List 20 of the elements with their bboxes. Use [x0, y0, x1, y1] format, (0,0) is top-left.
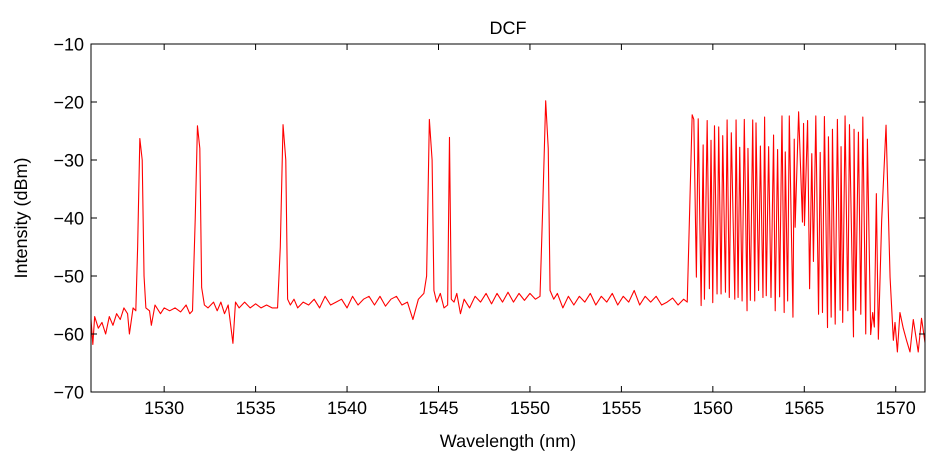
x-tick-label: 1540	[327, 398, 368, 418]
y-tick-label: −10	[53, 34, 84, 54]
y-tick-label: −20	[53, 92, 84, 112]
x-tick-label: 1560	[692, 398, 733, 418]
y-tick-label: −40	[53, 208, 84, 228]
x-tick-label: 1570	[876, 398, 916, 418]
y-tick-label: −30	[53, 150, 84, 170]
y-axis-title: Intensity (dBm)	[11, 157, 31, 279]
y-tick-label: −70	[53, 382, 84, 402]
x-tick-label: 1530	[144, 398, 184, 418]
x-tick-label: 1555	[601, 398, 642, 418]
x-tick-label: 1535	[236, 398, 276, 418]
x-tick-label: 1550	[510, 398, 550, 418]
chart-title: DCF	[490, 18, 526, 38]
line-series	[90, 100, 926, 353]
x-axis-title: Wavelength (nm)	[440, 431, 576, 451]
x-tick-label: 1545	[418, 398, 459, 418]
y-tick-label: −50	[53, 266, 84, 286]
x-tick-label: 1565	[784, 398, 824, 418]
y-tick-label: −60	[53, 324, 84, 344]
